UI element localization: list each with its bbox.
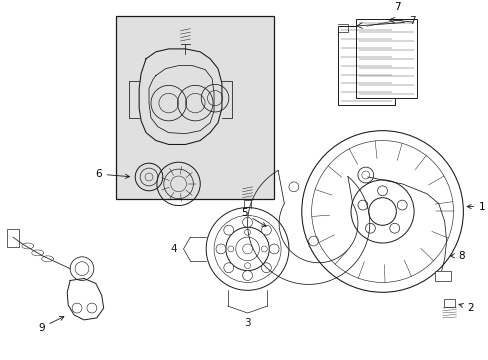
- Text: 4: 4: [170, 244, 177, 254]
- Circle shape: [377, 186, 386, 196]
- Text: 9: 9: [38, 316, 64, 333]
- FancyBboxPatch shape: [443, 299, 454, 307]
- Circle shape: [301, 131, 463, 292]
- Circle shape: [216, 244, 225, 254]
- Text: 7: 7: [408, 16, 415, 26]
- Text: 7: 7: [393, 3, 400, 12]
- Circle shape: [206, 208, 288, 290]
- Circle shape: [368, 198, 396, 225]
- Text: 3: 3: [244, 318, 250, 328]
- Circle shape: [224, 263, 233, 273]
- Text: 2: 2: [458, 303, 473, 313]
- Circle shape: [261, 225, 271, 235]
- FancyBboxPatch shape: [116, 16, 274, 199]
- Bar: [7, 229, 19, 247]
- Bar: [338, 26, 395, 105]
- Circle shape: [269, 244, 279, 254]
- Text: 1: 1: [466, 202, 485, 212]
- Bar: [355, 19, 416, 98]
- Circle shape: [397, 200, 407, 210]
- Circle shape: [350, 180, 413, 243]
- Text: 8: 8: [449, 251, 464, 261]
- Circle shape: [357, 200, 367, 210]
- Circle shape: [242, 244, 252, 254]
- Circle shape: [224, 225, 233, 235]
- Circle shape: [365, 223, 375, 233]
- Bar: [434, 271, 449, 282]
- Circle shape: [242, 217, 252, 227]
- Circle shape: [70, 257, 94, 280]
- Text: 6: 6: [95, 169, 129, 179]
- Text: 5: 5: [241, 208, 265, 226]
- Circle shape: [225, 227, 269, 271]
- Circle shape: [261, 263, 271, 273]
- Circle shape: [389, 223, 399, 233]
- Circle shape: [242, 271, 252, 280]
